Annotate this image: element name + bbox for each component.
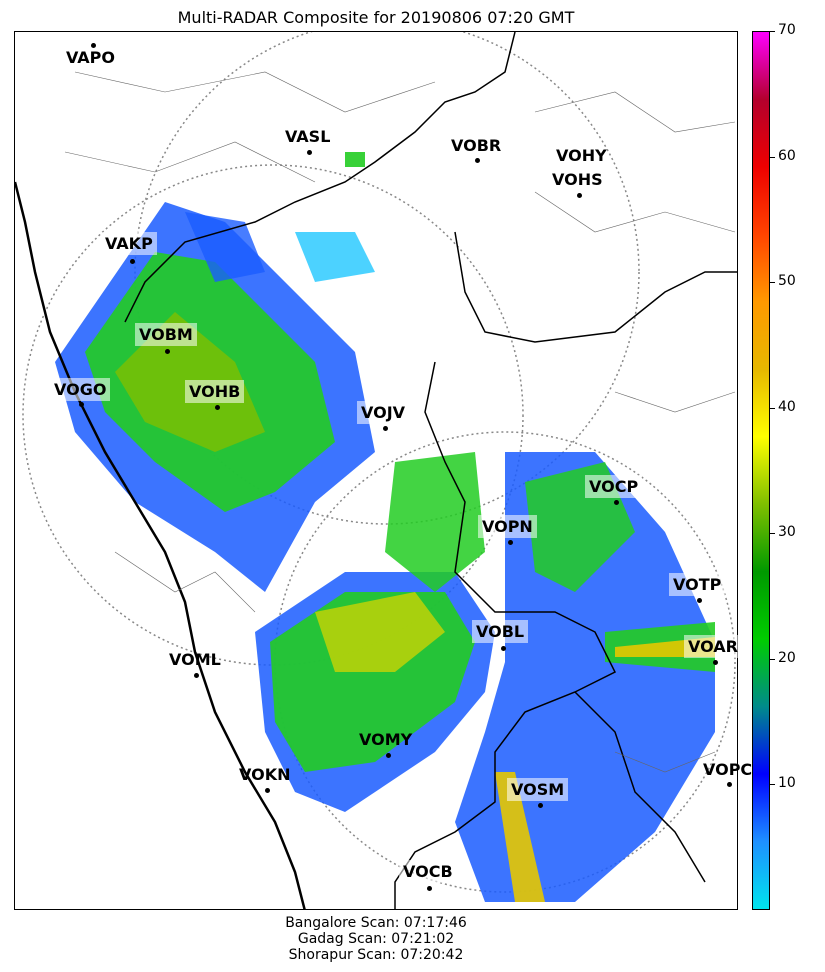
station-label-vohy: VOHY [556,146,607,165]
station-label-vobr: VOBR [451,136,502,155]
colorbar-tick-mark [770,156,775,158]
station-label-vasl: VASL [285,127,331,146]
station-label-vocp: VOCP [585,475,643,498]
station-label-vohb: VOHB [185,380,245,403]
station-label-vobm: VOBM [135,323,197,346]
coastline [15,181,306,909]
station-dot-vogo [79,402,84,407]
colorbar-tick-label: 70 [778,22,796,38]
station-dot-vojv [383,426,388,431]
station-dot-vobm [165,349,170,354]
station-label-vapo: VAPO [66,48,116,67]
radar-map-canvas [15,32,737,909]
station-label-vopn: VOPN [478,515,537,538]
station-dot-vopn [508,540,513,545]
scan-time-bangalore: Bangalore Scan: 07:17:46 [285,915,467,931]
colorbar-tick-mark [770,784,775,786]
scan-times: Bangalore Scan: 07:17:46 Gadag Scan: 07:… [14,915,738,963]
colorbar [752,31,770,910]
station-dot-vasl [307,150,312,155]
station-label-voml: VOML [169,650,221,669]
station-label-votp: VOTP [669,573,726,596]
scan-time-shorapur: Shorapur Scan: 07:20:42 [288,947,464,963]
state-boundary [124,32,516,323]
chart-title: Multi-RADAR Composite for 20190806 07:20… [177,8,575,27]
station-label-vobl: VOBL [472,620,529,643]
colorbar-tick-label: 30 [778,524,796,541]
station-dot-vohs [577,193,582,198]
station-dot-vobl [501,646,506,651]
station-dot-voar [713,660,718,665]
scan-time-gadag: Gadag Scan: 07:21:02 [297,931,455,947]
range-ring-west [22,164,524,666]
station-label-voar: VOAR [684,635,742,658]
station-dot-vomy [386,753,391,758]
station-dot-vapo [91,43,96,48]
colorbar-tick-label: 40 [778,398,796,415]
station-label-vosm: VOSM [507,778,569,801]
station-label-vakp: VAKP [101,232,157,255]
colorbar-tick-label: 50 [778,273,796,290]
colorbar-tick-mark [770,282,775,284]
station-label-vogo: VOGO [50,378,111,401]
colorbar-tick-label: 60 [778,147,796,164]
station-label-vocb: VOCB [399,860,457,883]
station-dot-vosm [538,803,543,808]
station-dot-vocb [427,886,432,891]
station-label-vokn: VOKN [239,765,291,784]
station-dot-voml [194,673,199,678]
station-label-vomy: VOMY [359,730,413,749]
colorbar-tick-label: 20 [778,649,796,666]
station-label-vopc: VOPC [703,760,753,779]
colorbar-tick-mark [770,658,775,660]
station-dot-vobr [475,158,480,163]
station-dot-vokn [265,788,270,793]
station-label-vohs: VOHS [552,170,603,189]
colorbar-tick-mark [770,533,775,535]
station-dot-vocp [614,500,619,505]
station-label-vojv: VOJV [357,401,410,424]
colorbar-tick-mark [770,407,775,409]
station-dot-vohb [215,405,220,410]
colorbar-tick-mark [770,31,775,32]
colorbar-tick-label: 10 [778,775,796,792]
radar-map [14,31,738,910]
station-dot-vopc [727,782,732,787]
station-dot-vakp [130,259,135,264]
station-dot-votp [697,598,702,603]
